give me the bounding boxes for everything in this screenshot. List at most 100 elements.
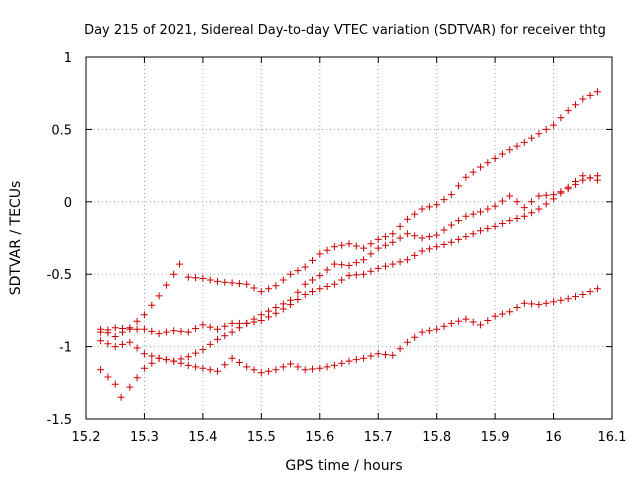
data-point-series-3 [455,235,463,243]
data-point-series-4 [301,366,309,374]
data-point-series-3 [265,313,273,321]
data-point-series-2 [520,204,528,212]
data-point-series-2 [389,238,397,246]
data-point-series-4 [133,374,141,382]
y-tick-label: -1 [59,341,72,356]
data-point-series-1 [170,270,178,278]
data-point-series-4 [498,310,506,318]
data-point-series-1 [542,125,550,133]
data-point-series-2 [338,261,346,269]
data-point-series-1 [382,233,389,241]
data-point-series-3 [316,285,324,293]
data-point-series-1 [528,134,536,142]
data-point-series-3 [148,327,156,335]
data-point-series-3 [140,325,148,333]
x-tick-label: 15.2 [72,430,101,445]
data-point-series-1 [184,273,192,281]
data-point-series-2 [148,352,156,360]
data-point-series-3 [550,195,558,203]
data-point-series-4 [177,359,185,367]
data-point-series-3 [564,183,572,191]
data-point-series-2 [403,230,411,238]
data-point-series-2 [301,280,309,288]
data-point-series-4 [316,364,324,372]
data-point-series-1 [447,191,455,199]
x-tick-label: 15.9 [481,430,510,445]
data-point-series-4 [593,285,601,293]
data-point-series-1 [192,274,200,282]
data-point-series-2 [360,256,368,264]
data-point-series-4 [513,304,521,311]
data-point-series-3 [491,222,499,230]
data-point-series-1 [396,222,404,230]
data-point-series-4 [214,367,221,375]
data-point-series-3 [199,321,207,329]
data-point-series-3 [104,326,112,334]
data-point-series-3 [411,251,419,259]
data-point-series-1 [374,235,382,243]
data-point-series-3 [542,200,550,208]
data-point-series-1 [564,107,572,115]
data-point-series-3 [447,238,455,246]
data-point-series-1 [140,311,148,319]
data-point-series-3 [133,325,141,333]
data-point-series-1 [455,182,463,190]
data-point-series-4 [155,354,163,362]
data-point-series-1 [579,95,587,103]
data-point-series-2 [199,346,207,353]
data-point-series-1 [403,215,411,223]
data-point-series-1 [309,256,316,264]
data-point-series-4 [323,363,331,371]
data-point-series-2 [345,262,353,269]
data-point-series-3 [301,291,309,298]
data-point-series-2 [491,202,499,210]
data-point-series-4 [462,315,470,323]
data-point-series-1 [557,114,565,122]
data-point-series-1 [155,292,163,300]
data-point-series-3 [572,178,579,185]
data-point-series-3 [235,319,243,327]
data-point-series-2 [535,192,543,200]
x-tick-labels: 15.2 15.3 15.4 15.5 15.6 15.7 15.8 15.9 16 16.1 [72,430,627,445]
data-point-series-3 [484,225,492,233]
data-point-series-3 [243,319,251,327]
y-tick-label: 0 [64,196,72,211]
y-tick-label: -1.5 [47,413,72,428]
data-point-series-2 [513,198,521,206]
data-point-series-3 [287,301,295,309]
data-point-series-1 [440,196,448,204]
data-point-series-3 [294,296,302,303]
data-point-series-3 [440,241,448,248]
data-point-series-1 [433,201,441,209]
data-point-series-4 [425,327,433,335]
data-point-series-4 [418,328,426,336]
data-point-series-3 [192,325,200,332]
data-point-series-3 [97,328,105,336]
data-point-series-4 [520,299,528,307]
data-point-series-4 [360,354,368,362]
data-point-series-3 [425,245,433,253]
data-point-series-4 [309,365,316,373]
data-point-series-2 [469,210,477,218]
data-point-series-3 [352,271,360,279]
data-point-series-2 [140,350,148,358]
data-point-series-1 [550,121,558,129]
data-point-series-1 [367,240,375,248]
data-point-series-1 [491,154,499,162]
data-point-series-3 [338,276,346,284]
y-tick-label: 1 [64,51,72,66]
data-point-series-4 [564,295,572,303]
data-point-series-3 [206,323,214,331]
data-point-series-1 [228,279,236,287]
data-point-series-3 [593,176,601,184]
data-point-series-4 [528,300,536,308]
data-point-series-1 [418,205,426,213]
data-point-series-1 [352,242,360,250]
data-point-series-3 [477,227,484,235]
data-point-series-1 [279,276,287,284]
data-point-series-4 [294,363,302,371]
data-point-series-1 [243,280,251,288]
x-tick-label: 16.1 [598,430,627,445]
data-point-series-2 [462,212,470,220]
data-marks [97,88,601,401]
